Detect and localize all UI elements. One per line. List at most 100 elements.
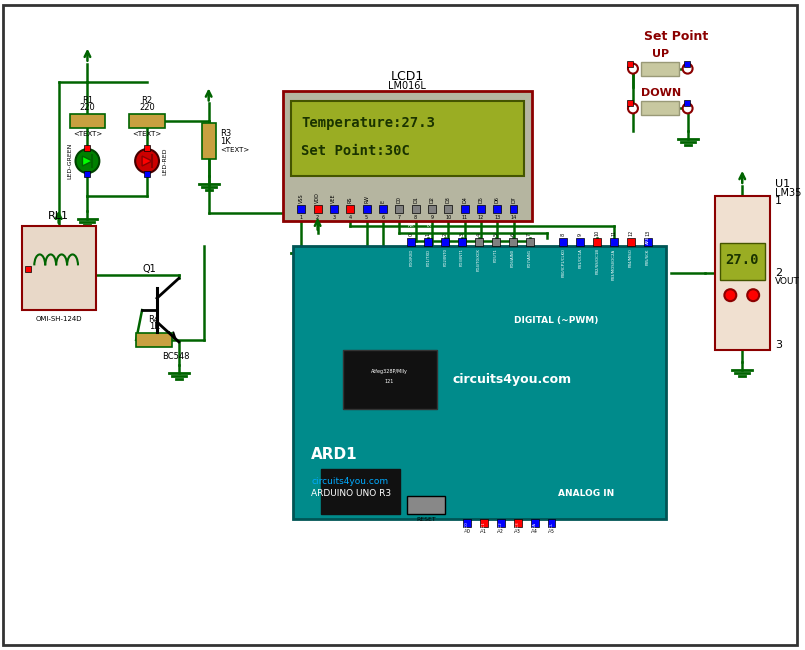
Bar (492, 237, 500, 246)
Text: 8: 8 (414, 214, 417, 220)
Bar (576, 237, 584, 246)
Circle shape (628, 103, 638, 113)
Bar (136, 333, 172, 347)
Bar (85, 145, 90, 151)
Text: 1: 1 (775, 196, 782, 206)
Bar (547, 519, 555, 526)
Circle shape (683, 103, 692, 113)
Bar (424, 237, 432, 246)
Bar (497, 519, 505, 526)
Text: 27.0: 27.0 (725, 254, 759, 267)
Bar (314, 205, 321, 213)
Bar (428, 205, 436, 213)
Bar (593, 237, 601, 246)
Text: Temperature:27.3: Temperature:27.3 (301, 116, 435, 131)
Bar (526, 237, 534, 246)
Text: PC5/ADC5/SCL: PC5/ADC5/SCL (550, 522, 554, 550)
Text: LM016L: LM016L (389, 81, 427, 90)
Text: <TEXT>: <TEXT> (72, 131, 102, 137)
Bar (627, 101, 633, 107)
Bar (530, 519, 539, 526)
Text: 5: 5 (365, 214, 368, 220)
Text: 10: 10 (445, 214, 452, 220)
Text: 220: 220 (139, 103, 155, 112)
Bar (330, 205, 338, 213)
Text: PD0/RXD: PD0/RXD (410, 248, 414, 266)
Text: PD4/T0/XCK: PD4/T0/XCK (477, 248, 481, 271)
Text: 4: 4 (477, 233, 481, 235)
Bar (407, 496, 445, 514)
Bar (407, 237, 415, 246)
Bar (297, 205, 305, 213)
Text: 13: 13 (494, 214, 500, 220)
Bar (514, 519, 522, 526)
Text: PB3/MOSI/OC2A: PB3/MOSI/OC2A (612, 248, 616, 280)
Text: LM35: LM35 (775, 188, 802, 198)
Polygon shape (142, 156, 152, 166)
Text: 7: 7 (398, 214, 401, 220)
Bar (129, 114, 165, 128)
Bar (283, 92, 531, 220)
Text: 1: 1 (299, 214, 303, 220)
Text: D3: D3 (446, 196, 451, 203)
Text: PC2/ADC2: PC2/ADC2 (499, 522, 503, 541)
Text: R1: R1 (82, 96, 93, 105)
Text: TX: TX (425, 222, 431, 227)
Text: 12: 12 (477, 214, 484, 220)
Bar (202, 124, 216, 159)
Bar (395, 205, 403, 213)
Text: ANALOG IN: ANALOG IN (558, 489, 614, 499)
Text: DIGITAL (~PWM): DIGITAL (~PWM) (514, 315, 599, 324)
Text: PD1/TXD: PD1/TXD (427, 248, 430, 266)
Text: RW: RW (364, 195, 369, 203)
Text: LCD1: LCD1 (390, 70, 424, 83)
Bar (379, 205, 387, 213)
Text: 2: 2 (443, 233, 448, 235)
Bar (627, 237, 635, 246)
Text: LED-GREEN: LED-GREEN (67, 143, 72, 179)
Circle shape (747, 289, 759, 301)
Circle shape (76, 149, 99, 173)
Bar (683, 101, 690, 107)
Text: 5: 5 (493, 233, 498, 235)
Text: OMI-SH-124D: OMI-SH-124D (35, 316, 82, 322)
Bar (321, 469, 400, 514)
Text: LED-RED: LED-RED (163, 148, 167, 175)
Text: Atfeg328P/Mlly: Atfeg328P/Mlly (371, 369, 408, 374)
Text: D7: D7 (511, 196, 516, 203)
Circle shape (724, 289, 737, 301)
Text: 3: 3 (460, 233, 464, 235)
Circle shape (628, 64, 638, 73)
Text: UP: UP (652, 49, 669, 58)
Text: D6: D6 (495, 196, 500, 203)
Text: D4: D4 (462, 196, 467, 203)
Text: AREF: AREF (646, 233, 650, 244)
Text: R2: R2 (142, 96, 153, 105)
Text: PD5/T1: PD5/T1 (493, 248, 497, 263)
Text: BC548: BC548 (162, 352, 189, 361)
Text: RESET: RESET (416, 517, 436, 522)
Text: ARD1: ARD1 (311, 447, 357, 461)
Text: 9: 9 (431, 214, 433, 220)
Bar (458, 237, 466, 246)
Bar (22, 226, 97, 310)
Text: U1: U1 (775, 179, 791, 189)
Text: DOWN: DOWN (641, 88, 681, 99)
Text: 6: 6 (382, 214, 385, 220)
Bar (25, 266, 31, 272)
Text: 2: 2 (316, 214, 319, 220)
Bar (475, 237, 483, 246)
Text: 7: 7 (527, 233, 532, 235)
Text: 11: 11 (461, 214, 468, 220)
Bar (627, 60, 633, 67)
Text: 14: 14 (510, 214, 517, 220)
Text: 220: 220 (80, 103, 95, 112)
Text: 4: 4 (349, 214, 352, 220)
Text: A2: A2 (497, 528, 504, 534)
Bar (641, 62, 679, 75)
Bar (644, 237, 652, 246)
Bar (463, 519, 471, 526)
Bar (559, 237, 568, 246)
Bar (460, 205, 469, 213)
Text: PC0/ADC0: PC0/ADC0 (465, 522, 469, 541)
